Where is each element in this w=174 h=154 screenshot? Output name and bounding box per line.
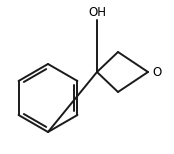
Text: OH: OH (88, 6, 106, 19)
Text: O: O (152, 65, 161, 79)
